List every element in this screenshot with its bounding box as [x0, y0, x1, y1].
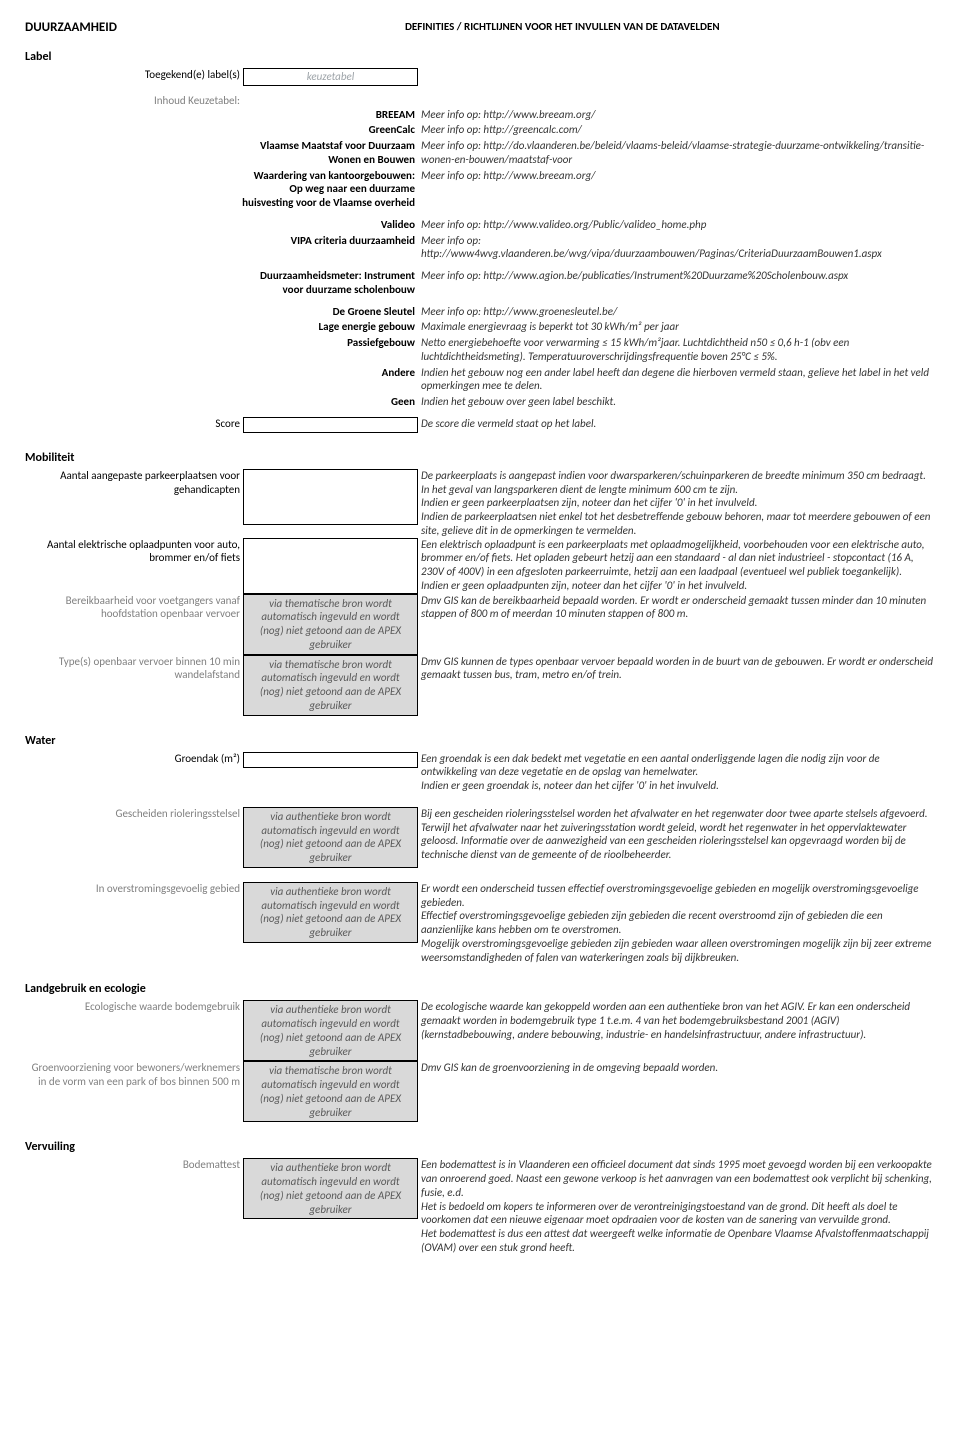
- keuzetabel-desc: Meer info op: http://www.valideo.org/Pub…: [418, 218, 935, 232]
- keuzetabel-desc: Meer info op: http://www4wvg.vlaanderen.…: [418, 234, 935, 262]
- page-title: DUURZAAMHEID: [25, 20, 405, 35]
- page-subtitle: DEFINITIES / RICHTLIJNEN VOOR HET INVULL…: [405, 20, 720, 35]
- section-landgebruik-title: Landgebruik en ecologie: [25, 982, 935, 996]
- field-input: via thematische bron wordt automatisch i…: [243, 1061, 418, 1122]
- keuzetabel-desc: Meer info op: http://greencalc.com/: [418, 123, 935, 137]
- field-desc: Bij een gescheiden rioleringsstelsel wor…: [418, 807, 935, 862]
- section-water-title: Water: [25, 734, 935, 748]
- keuzetabel-desc: Indien het gebouw over geen label beschi…: [418, 395, 935, 409]
- keuzetabel-row: AndereIndien het gebouw nog een ander la…: [25, 366, 935, 394]
- field-label: In overstromingsgevoelig gebied: [25, 882, 243, 896]
- field-label: Groendak (m²): [25, 752, 243, 766]
- field-label: Type(s) openbaar vervoer binnen 10 min w…: [25, 655, 243, 683]
- field-label: Aantal aangepaste parkeerplaatsen voor g…: [25, 469, 243, 497]
- field-row: Bereikbaarheid voor voetgangers vanaf ho…: [25, 594, 935, 655]
- keuzetabel-key: GreenCalc: [240, 123, 418, 137]
- field-row: Groendak (m²) Een groendak is een dak bed…: [25, 752, 935, 793]
- keuzetabel-row: VIPA criteria duurzaamheidMeer info op: …: [25, 234, 935, 262]
- field-desc: De ecologische waarde kan gekoppeld word…: [418, 1000, 935, 1041]
- field-input: via thematische bron wordt automatisch i…: [243, 655, 418, 716]
- keuzetabel-key: VIPA criteria duurzaamheid: [240, 234, 418, 248]
- field-row: Groenvoorziening voor bewoners/werknemer…: [25, 1061, 935, 1122]
- field-input: via thematische bron wordt automatisch i…: [243, 594, 418, 655]
- field-row: Gescheiden rioleringsstelselvia authenti…: [25, 807, 935, 868]
- field-input[interactable]: [243, 469, 418, 525]
- score-input[interactable]: [243, 417, 418, 433]
- field-label: Ecologische waarde bodemgebruik: [25, 1000, 243, 1014]
- keuzetabel-desc: Indien het gebouw nog een ander label he…: [418, 366, 935, 394]
- field-desc: De parkeerplaats is aangepast indien voo…: [418, 469, 935, 538]
- keuzetabel-row: Duurzaamheidsmeter: Instrument voor duur…: [25, 269, 935, 297]
- section-label-title: Label: [25, 50, 935, 64]
- assigned-label-input[interactable]: keuzetabel: [243, 68, 418, 86]
- keuzetabel-row: Waardering van kantoorgebouwen: Op weg n…: [25, 169, 935, 210]
- keuzetabel-row: De Groene SleutelMeer info op: http://ww…: [25, 305, 935, 319]
- keuzetabel-desc: Meer info op: http://www.groenesleutel.b…: [418, 305, 935, 319]
- field-row: Aantal aangepaste parkeerplaatsen voor g…: [25, 469, 935, 538]
- keuzetabel-key: Waardering van kantoorgebouwen: Op weg n…: [240, 169, 418, 210]
- field-desc: Een groendak is een dak bedekt met veget…: [418, 752, 935, 793]
- field-label: Groenvoorziening voor bewoners/werknemer…: [25, 1061, 243, 1089]
- field-row: Type(s) openbaar vervoer binnen 10 min w…: [25, 655, 935, 716]
- keuzetabel-intro: Inhoud Keuzetabel:: [25, 94, 243, 108]
- field-desc: Dmv GIS kan de groenvoorziening in de om…: [418, 1061, 935, 1075]
- keuzetabel-desc: Maximale energievraag is beperkt tot 30 …: [418, 320, 935, 334]
- keuzetabel-row: BREEAMMeer info op: http://www.breeam.or…: [25, 108, 935, 122]
- keuzetabel-key: Passiefgebouw: [240, 336, 418, 350]
- keuzetabel-row: GreenCalcMeer info op: http://greencalc.…: [25, 123, 935, 137]
- keuzetabel-row: Vlaamse Maatstaf voor Duurzaam Wonen en …: [25, 139, 935, 167]
- score-label: Score: [25, 417, 243, 431]
- field-desc: Er wordt een onderscheid tussen effectie…: [418, 882, 935, 965]
- field-input: via authentieke bron wordt automatisch i…: [243, 1158, 418, 1219]
- keuzetabel-desc: Meer info op: http://www.breeam.org/: [418, 108, 935, 122]
- keuzetabel-key: Geen: [240, 395, 418, 409]
- keuzetabel-key: Valideo: [240, 218, 418, 232]
- field-row: Aantal elektrische oplaadpunten voor aut…: [25, 538, 935, 594]
- keuzetabel-row: PassiefgebouwNetto energiebehoefte voor …: [25, 336, 935, 364]
- section-vervuiling-title: Vervuiling: [25, 1140, 935, 1154]
- field-label: Bereikbaarheid voor voetgangers vanaf ho…: [25, 594, 243, 622]
- score-desc: De score die vermeld staat op het label.: [418, 417, 935, 431]
- section-mobiliteit-title: Mobiliteit: [25, 451, 935, 465]
- keuzetabel-key: Andere: [240, 366, 418, 380]
- field-desc: Een elektrisch oplaadpunt is een parkeer…: [418, 538, 935, 593]
- keuzetabel-key: Lage energie gebouw: [240, 320, 418, 334]
- keuzetabel-desc: Meer info op: http://do.vlaanderen.be/be…: [418, 139, 935, 167]
- field-desc: Een bodemattest is in Vlaanderen een off…: [418, 1158, 935, 1254]
- field-label: Gescheiden rioleringsstelsel: [25, 807, 243, 821]
- field-row: In overstromingsgevoelig gebiedvia authe…: [25, 882, 935, 965]
- keuzetabel-key: Vlaamse Maatstaf voor Duurzaam Wonen en …: [240, 139, 418, 167]
- field-label: Bodemattest: [25, 1158, 243, 1172]
- page-header: DUURZAAMHEID DEFINITIES / RICHTLIJNEN VO…: [25, 20, 935, 35]
- field-input: via authentieke bron wordt automatisch i…: [243, 807, 418, 868]
- keuzetabel-desc: Netto energiebehoefte voor verwarming ≤ …: [418, 336, 935, 364]
- keuzetabel-key: Duurzaamheidsmeter: Instrument voor duur…: [240, 269, 418, 297]
- keuzetabel-desc: Meer info op: http://www.breeam.org/: [418, 169, 935, 183]
- field-label: Aantal elektrische oplaadpunten voor aut…: [25, 538, 243, 566]
- keuzetabel-desc: Meer info op: http://www.agion.be/public…: [418, 269, 935, 283]
- keuzetabel-row: GeenIndien het gebouw over geen label be…: [25, 395, 935, 409]
- field-input[interactable]: [243, 752, 418, 768]
- field-input: via authentieke bron wordt automatisch i…: [243, 1000, 418, 1061]
- keuzetabel-row: Lage energie gebouwMaximale energievraag…: [25, 320, 935, 334]
- keuzetabel-key: De Groene Sleutel: [240, 305, 418, 319]
- keuzetabel-key: BREEAM: [240, 108, 418, 122]
- field-row: Bodemattestvia authentieke bron wordt au…: [25, 1158, 935, 1254]
- field-row: Ecologische waarde bodemgebruikvia authe…: [25, 1000, 935, 1061]
- field-input: via authentieke bron wordt automatisch i…: [243, 882, 418, 943]
- keuzetabel-row: ValideoMeer info op: http://www.valideo.…: [25, 218, 935, 232]
- field-desc: Dmv GIS kunnen de types openbaar vervoer…: [418, 655, 935, 683]
- field-input[interactable]: [243, 538, 418, 594]
- field-desc: Dmv GIS kan de bereikbaarheid bepaald wo…: [418, 594, 935, 622]
- assigned-label-label: Toegekend(e) label(s): [25, 68, 243, 82]
